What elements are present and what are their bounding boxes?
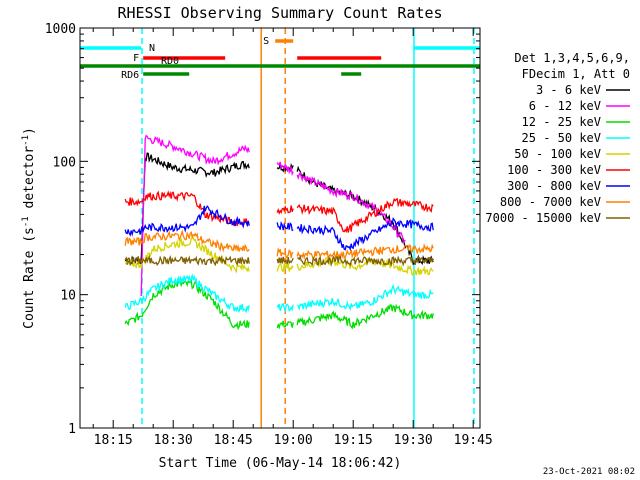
x-tick-label: 18:30: [154, 433, 193, 448]
y-axis-ticks: 1 10 100 1000: [45, 22, 480, 437]
legend-label-7: 800 - 7000 keV: [500, 195, 601, 209]
chart-title: RHESSI Observing Summary Count Rates: [117, 4, 442, 22]
flag-label-rd0: RD0: [161, 56, 179, 67]
legend-label-6: 300 - 800 keV: [507, 179, 601, 193]
series-line-7: [124, 229, 434, 261]
series-line-2: [124, 278, 434, 331]
y-tick-label: 100: [53, 155, 76, 170]
series-line-1: [140, 134, 406, 297]
legend-label-8: 7000 - 15000 keV: [485, 211, 601, 225]
x-tick-label: 18:15: [94, 433, 133, 448]
legend-label-4: 50 - 100 keV: [514, 147, 601, 161]
x-tick-label: 19:30: [394, 433, 433, 448]
series-line-3: [124, 273, 434, 314]
series-line-6: [124, 205, 434, 252]
legend-label-0: 3 - 6 keV: [536, 83, 601, 97]
x-axis-label: Start Time (06-May-14 18:06:42): [159, 456, 402, 471]
legend-label-5: 100 - 300 keV: [507, 163, 601, 177]
x-tick-label: 19:45: [454, 433, 493, 448]
timestamp: 23-Oct-2021 08:02: [543, 467, 635, 477]
x-tick-label: 19:00: [274, 433, 313, 448]
plot-frame: [79, 27, 481, 429]
series-line-4: [124, 237, 434, 277]
y-tick-label: 1: [68, 422, 76, 437]
y-tick-label: 1000: [45, 22, 76, 37]
plot-area: N S F RD0 RD6: [79, 27, 481, 429]
legend-label-3: 25 - 50 keV: [522, 131, 601, 145]
series-line-8: [124, 254, 434, 268]
legend-header-decimation: FDecim 1, Att 0: [522, 67, 630, 81]
flag-label-f: F: [133, 53, 139, 64]
x-axis-ticks: 18:15 18:30 18:45 19:00 19:15 19:30 19:45: [92, 28, 493, 448]
legend-label-1: 6 - 12 keV: [529, 99, 601, 113]
flag-label-s: S: [263, 36, 269, 47]
legend: 3 - 6 keV 6 - 12 keV 12 - 25 keV 25 - 50 ke…: [485, 83, 630, 225]
legend-label-2: 12 - 25 keV: [522, 115, 601, 129]
y-tick-label: 10: [60, 289, 76, 304]
series-line-5: [124, 190, 434, 234]
flag-label-n: N: [149, 43, 155, 54]
legend-header-detectors: Det 1,3,4,5,6,9,: [514, 51, 630, 65]
y-axis-label: Count Rate (s-1 detector-1): [21, 127, 37, 329]
x-tick-label: 18:45: [214, 433, 253, 448]
flag-label-rd6: RD6: [121, 70, 139, 81]
x-tick-label: 19:15: [334, 433, 373, 448]
